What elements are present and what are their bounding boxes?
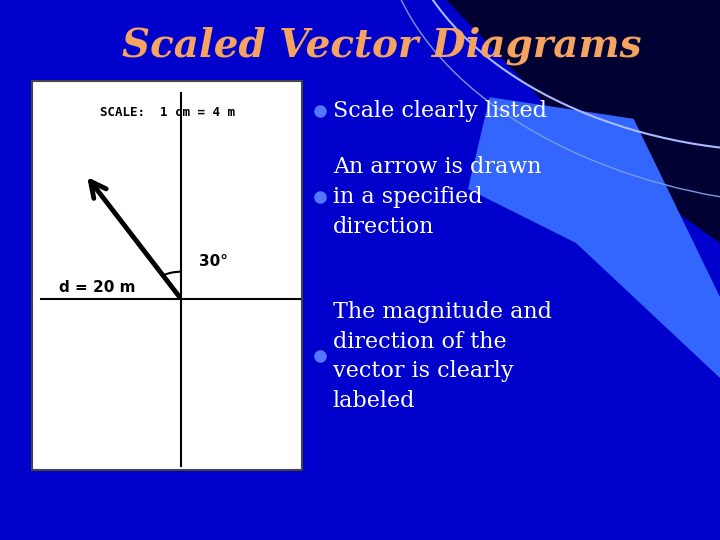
Text: Scale clearly listed: Scale clearly listed [333, 100, 546, 122]
Text: The magnitude and
direction of the
vector is clearly
labeled: The magnitude and direction of the vecto… [333, 301, 552, 412]
Text: d = 20 m: d = 20 m [60, 280, 136, 295]
Text: Scaled Vector Diagrams: Scaled Vector Diagrams [122, 26, 642, 65]
Bar [32, 81, 302, 470]
Text: 30°: 30° [199, 254, 228, 269]
Text: An arrow is drawn
in a specified
direction: An arrow is drawn in a specified directi… [333, 157, 541, 238]
Text: SCALE:  1 cm = 4 m: SCALE: 1 cm = 4 m [100, 106, 235, 119]
Polygon shape [468, 97, 720, 378]
Polygon shape [446, 0, 720, 243]
